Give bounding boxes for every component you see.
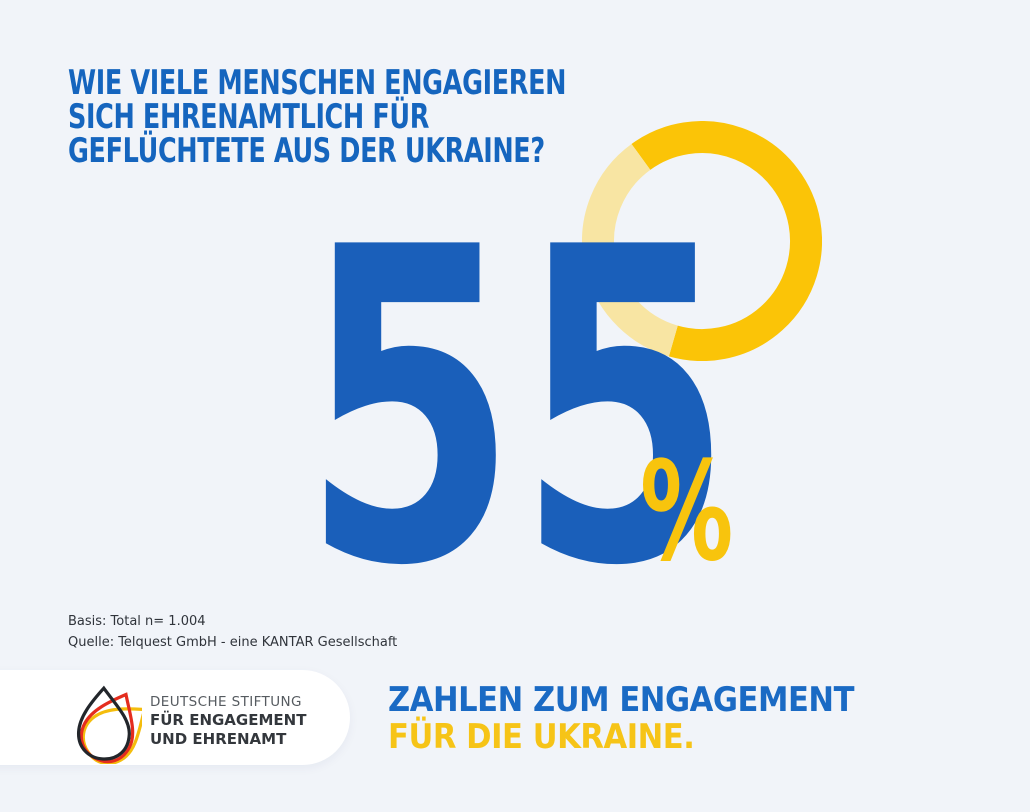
source-basis: Basis: Total n= 1.004 <box>68 614 206 629</box>
headline-line-3: GEFLÜCHTETE AUS DER UKRAINE? <box>68 131 545 171</box>
headline-line-1: WIE VIELE MENSCHEN ENGAGIEREN <box>68 63 567 103</box>
statistic-percent-sign: % <box>640 433 734 592</box>
headline: WIE VIELE MENSCHEN ENGAGIEREN SICH EHREN… <box>68 66 566 168</box>
footer-title: ZAHLEN ZUM ENGAGEMENT FÜR DIE UKRAINE. <box>388 682 854 756</box>
source-note: Basis: Total n= 1.004 Quelle: Telquest G… <box>68 612 397 653</box>
logo-drop-black <box>77 685 131 761</box>
donut-segment-pale <box>582 143 679 357</box>
logo-text-line-2: FÜR ENGAGEMENT <box>150 711 307 729</box>
logo-text-line-1: DEUTSCHE STIFTUNG <box>150 694 302 710</box>
statistic-value: 55 <box>302 157 733 661</box>
donut-segment-gold <box>631 121 822 361</box>
headline-line-2: SICH EHRENAMTLICH FÜR <box>68 97 430 137</box>
footer-title-line-2: FÜR DIE UKRAINE. <box>388 717 695 757</box>
logo-pill <box>0 670 350 765</box>
logo-text-line-3: UND EHRENAMT <box>150 729 287 748</box>
source-quelle: Quelle: Telquest GmbH - eine KANTAR Gese… <box>68 634 398 650</box>
footer-title-line-1: ZAHLEN ZUM ENGAGEMENT <box>388 680 855 720</box>
donut-ring-chart <box>582 121 822 361</box>
dsee-logo-icon <box>77 685 142 764</box>
